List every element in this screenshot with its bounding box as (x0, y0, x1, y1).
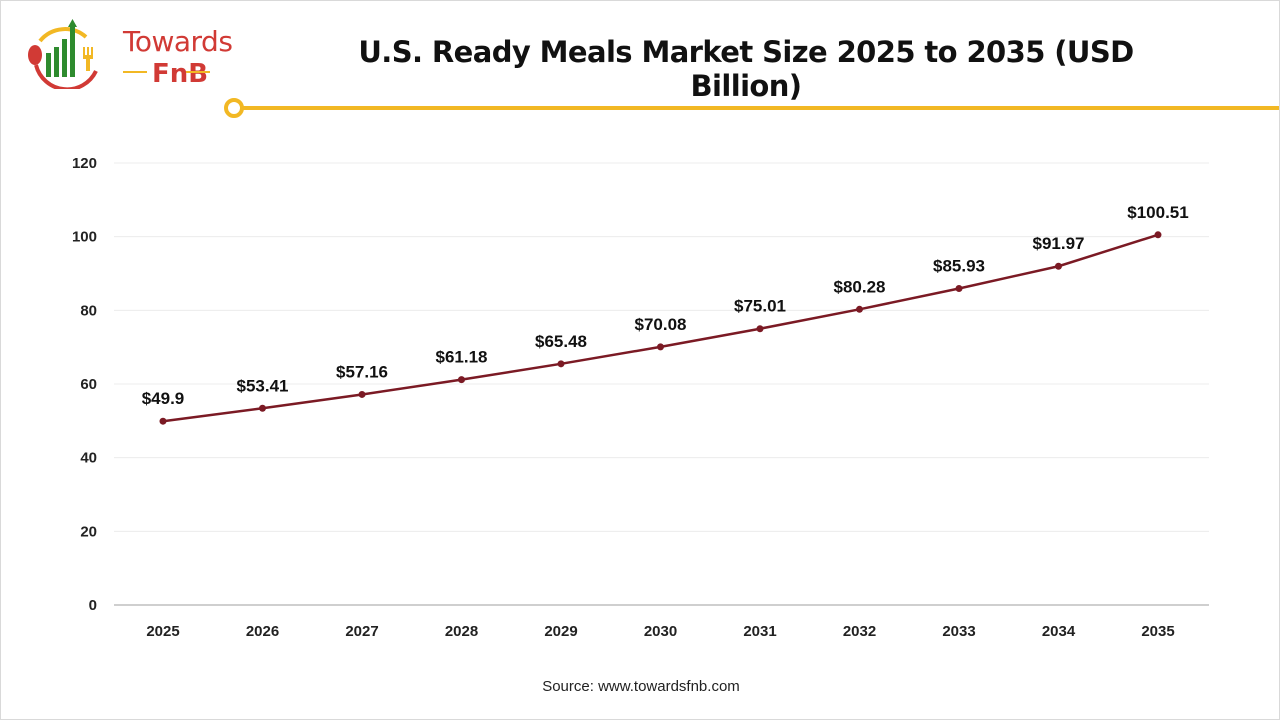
data-point (259, 404, 266, 412)
data-label: $53.41 (237, 376, 289, 395)
y-tick-label: 0 (89, 597, 97, 614)
logo-text-towards: Towards (123, 25, 233, 58)
logo-dash-left (123, 71, 147, 73)
x-tick-label: 2034 (1042, 623, 1076, 640)
data-point (159, 417, 167, 425)
data-label: $70.08 (635, 315, 687, 334)
towards-fnb-logo: Towards FnB (26, 19, 233, 92)
y-tick-label: 120 (72, 155, 97, 172)
data-point (955, 284, 963, 292)
x-tick-label: 2031 (743, 623, 776, 640)
data-point (756, 325, 764, 333)
data-label: $91.97 (1033, 234, 1085, 253)
x-tick-label: 2035 (1141, 623, 1174, 640)
chart-title: U.S. Ready Meals Market Size 2025 to 203… (358, 35, 1134, 103)
x-tick-label: 2026 (246, 623, 279, 640)
data-label: $49.9 (142, 389, 185, 408)
y-tick-label: 80 (80, 302, 97, 319)
data-label: $85.93 (933, 256, 985, 275)
data-point (1055, 262, 1062, 270)
x-tick-label: 2030 (644, 623, 677, 640)
data-point (458, 376, 465, 384)
data-label: $80.28 (834, 277, 886, 296)
data-point (856, 305, 863, 313)
y-tick-label: 60 (80, 376, 97, 393)
x-tick-label: 2027 (345, 623, 378, 640)
logo-icon (28, 19, 98, 92)
data-point (657, 343, 664, 351)
y-tick-label: 20 (80, 523, 97, 540)
data-point (358, 390, 366, 398)
data-point (1154, 231, 1162, 239)
data-point (557, 360, 565, 368)
data-label: $75.01 (734, 297, 786, 316)
data-label: $65.48 (535, 332, 587, 351)
x-tick-label: 2025 (146, 623, 179, 640)
title-rule-knob (224, 98, 244, 118)
y-tick-label: 40 (80, 450, 97, 467)
data-label: $100.51 (1127, 203, 1188, 222)
x-tick-label: 2029 (544, 623, 577, 640)
logo-dash-right (186, 71, 210, 73)
data-label: $61.18 (436, 348, 488, 367)
source-note: Source: www.towardsfnb.com (542, 678, 740, 695)
y-tick-label: 100 (72, 229, 97, 246)
x-tick-label: 2032 (843, 623, 876, 640)
x-tick-label: 2033 (942, 623, 975, 640)
data-label: $57.16 (336, 362, 388, 381)
logo-text-fnb: FnB (152, 59, 209, 89)
x-tick-label: 2028 (445, 623, 478, 640)
